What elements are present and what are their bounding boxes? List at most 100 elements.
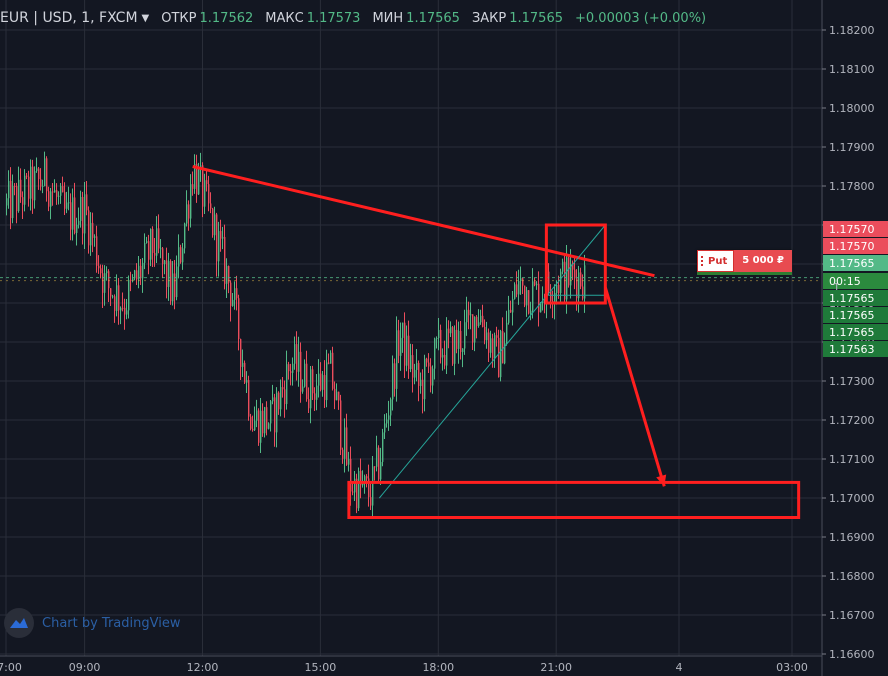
target-zone-box[interactable] [347, 480, 801, 519]
candle-body [558, 284, 560, 293]
candle-body [454, 329, 456, 364]
candle-body [216, 214, 218, 262]
candle-body [40, 179, 42, 187]
candle-body [6, 198, 8, 206]
candle-body [170, 261, 172, 302]
candle-body [248, 380, 250, 417]
candle-body [130, 279, 132, 281]
candle-body [84, 194, 86, 234]
y-tick-label: 1.17200 [829, 414, 875, 427]
candle-body [412, 355, 414, 378]
candle-body [104, 273, 106, 293]
candle-body [228, 266, 230, 283]
candle-body [238, 298, 240, 340]
change-value: +0.00003 (+0.00%) [575, 10, 707, 26]
candle-body [328, 362, 330, 364]
candle-body [462, 348, 464, 352]
candle-body [54, 190, 56, 193]
price-tag-label: 1.17565 [829, 257, 875, 270]
candle-body [166, 260, 168, 287]
candle-body [168, 261, 170, 287]
support-trendline[interactable] [378, 224, 606, 499]
candle-body [314, 393, 316, 400]
symbol-label[interactable]: EUR | USD, 1, FXCM [0, 10, 138, 26]
candle-body [432, 368, 434, 386]
price-tag-label: 1.17565 [829, 292, 875, 305]
candle-body [50, 191, 52, 207]
candle-body [150, 228, 152, 260]
candle-body [350, 458, 352, 492]
tradingview-logo-icon [4, 608, 34, 638]
candle-body [64, 192, 66, 209]
candle-body [146, 241, 148, 243]
candle-body [122, 307, 124, 309]
candle-body [268, 423, 270, 429]
candle-body [416, 363, 418, 370]
candle-body [292, 363, 294, 373]
y-tick-label: 1.17100 [829, 453, 875, 466]
candle-body [562, 261, 564, 272]
candle-body [550, 290, 552, 302]
candle-body [482, 315, 484, 327]
candle-body [374, 466, 376, 468]
price-tag [823, 290, 888, 306]
candle-body [512, 298, 514, 313]
y-tick-label: 1.18100 [829, 63, 875, 76]
candle-body [354, 478, 356, 493]
candle-body [312, 369, 314, 394]
candle-body [526, 290, 528, 306]
candle-body [334, 388, 336, 401]
forecast-arrow[interactable] [603, 286, 666, 487]
candle-body [132, 278, 134, 281]
candle-body [302, 386, 304, 392]
candle-body [86, 194, 88, 211]
resistance-trendline[interactable] [192, 165, 655, 278]
candle-body [468, 309, 470, 316]
candle-body [360, 471, 362, 486]
chevron-down-icon[interactable]: ▼ [141, 12, 150, 24]
candle-body [182, 248, 184, 263]
candle-body [158, 228, 160, 249]
y-tick-label: 1.18000 [829, 102, 875, 115]
entry-zone-box[interactable] [544, 223, 607, 305]
candle-body [266, 407, 268, 429]
candle-body [540, 303, 542, 313]
price-tag-label: 00:15 [829, 275, 861, 288]
candle-body [102, 273, 104, 293]
candle-body [404, 322, 406, 366]
candle-body [516, 284, 518, 295]
candle-body [12, 186, 14, 219]
candle-body [148, 241, 150, 260]
candle-body [506, 322, 508, 344]
put-trade-marker[interactable]: Put 5 000 ₽ [697, 250, 792, 275]
candle-body [274, 397, 276, 433]
candle-body [136, 270, 138, 280]
candle-body [190, 184, 192, 219]
candle-body [296, 344, 298, 372]
tradingview-watermark[interactable]: Chart by TradingView [4, 608, 180, 638]
candle-body [420, 379, 422, 387]
close-label: ЗАКР [471, 10, 507, 26]
candle-body [560, 271, 562, 293]
candle-body [22, 197, 24, 205]
candle-body [460, 330, 462, 352]
candle-body [378, 447, 380, 480]
candle-body [534, 281, 536, 286]
forecast-arrow-head [656, 474, 667, 487]
candle-body [554, 292, 556, 305]
candle-body [434, 338, 436, 369]
candle-body [400, 337, 402, 356]
candle-body [448, 328, 450, 334]
candle-body [44, 158, 46, 187]
high-label: МАКС [265, 10, 304, 26]
candle-body [394, 363, 396, 389]
candle-body [134, 270, 136, 279]
put-label: Put [697, 250, 735, 272]
candle-body [30, 166, 32, 199]
candle-body [52, 191, 54, 193]
candle-body [282, 387, 284, 390]
candle-body [226, 266, 228, 284]
price-tag-label: 1.17565 [829, 326, 875, 339]
